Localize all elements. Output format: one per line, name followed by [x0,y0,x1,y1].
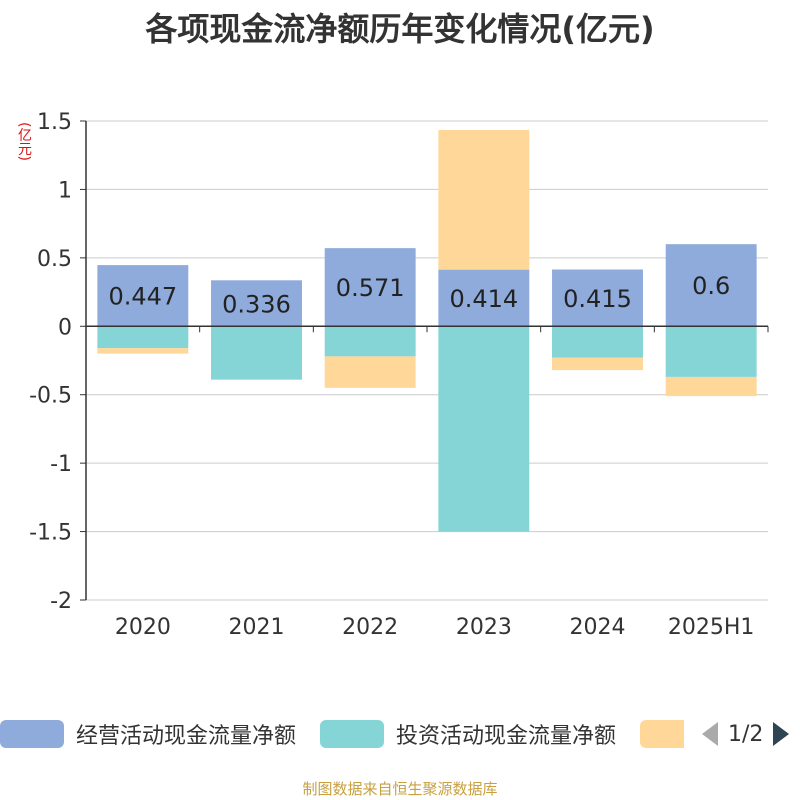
chart-title: 各项现金流净额历年变化情况(亿元) [145,10,655,48]
data-source-note: 制图数据来自恒生聚源数据库 [302,780,498,798]
bar-series-0 [211,280,302,327]
y-tick-label: 0 [58,315,72,340]
bar-series-0 [97,265,189,327]
y-tick-label: -1 [50,452,72,477]
bar-series-0 [324,248,416,327]
x-tick-label: 2021 [229,615,285,640]
legend-pager: 1/2 [700,716,791,752]
x-tick-label: 2023 [456,615,512,640]
legend-page-indicator: 1/2 [728,721,764,747]
bar-series-0 [665,244,757,327]
data-label: 0.415 [563,285,632,313]
y-tick-label: -0.5 [29,384,72,409]
legend-label-investing: 投资活动现金流量净额 [396,724,617,749]
legend-swatch-third [640,720,684,748]
legend-item-operating[interactable]: 经营活动现金流量净额 [0,716,296,752]
legend-label-operating: 经营活动现金流量净额 [76,724,297,749]
y-tick-label: 1.5 [37,110,72,135]
bar-series-1 [211,326,302,380]
x-tick-label: 2025H1 [668,615,755,640]
bar-series-1 [552,326,643,358]
data-label: 0.6 [692,272,730,300]
data-label: 0.414 [449,285,518,313]
data-label: 0.571 [336,274,405,302]
bar-series-2 [665,376,757,397]
data-label: 0.447 [108,283,177,311]
bar-series-1 [438,326,530,532]
bar-series-2 [438,130,530,270]
prev-page-icon[interactable] [700,720,720,748]
x-tick-label: 2020 [115,615,171,640]
y-tick-label: -1.5 [29,521,72,546]
y-tick-label: -2 [50,589,72,614]
bar-series-1 [324,326,416,357]
chart-canvas: 1.5 1 0.5 0 -0.5 -1 -1.5 -2 0.447 0.336 0.571 0.414… [29,110,769,640]
bar-series-0 [438,269,530,327]
y-tick-label: 0.5 [37,247,72,272]
bar-series-2 [97,348,189,354]
x-tick-label: 2024 [570,615,626,640]
legend-item-third[interactable] [640,716,684,752]
legend-swatch-investing [320,720,384,748]
legend-item-investing[interactable]: 投资活动现金流量净额 [320,716,616,752]
x-tick-label: 2022 [342,615,398,640]
bar-series-0 [552,269,643,327]
bar-series-1 [97,326,189,349]
y-tick-label: 1 [58,178,72,203]
legend: 经营活动现金流量净额 投资活动现金流量净额 1/2 [0,716,800,756]
next-page-icon[interactable] [771,720,791,748]
bar-series-2 [324,356,416,388]
bar-series-2 [552,357,643,371]
legend-swatch-operating [0,720,64,748]
y-axis-unit: (亿元) [16,122,32,161]
data-label: 0.336 [222,290,291,318]
bar-series-1 [665,326,757,377]
